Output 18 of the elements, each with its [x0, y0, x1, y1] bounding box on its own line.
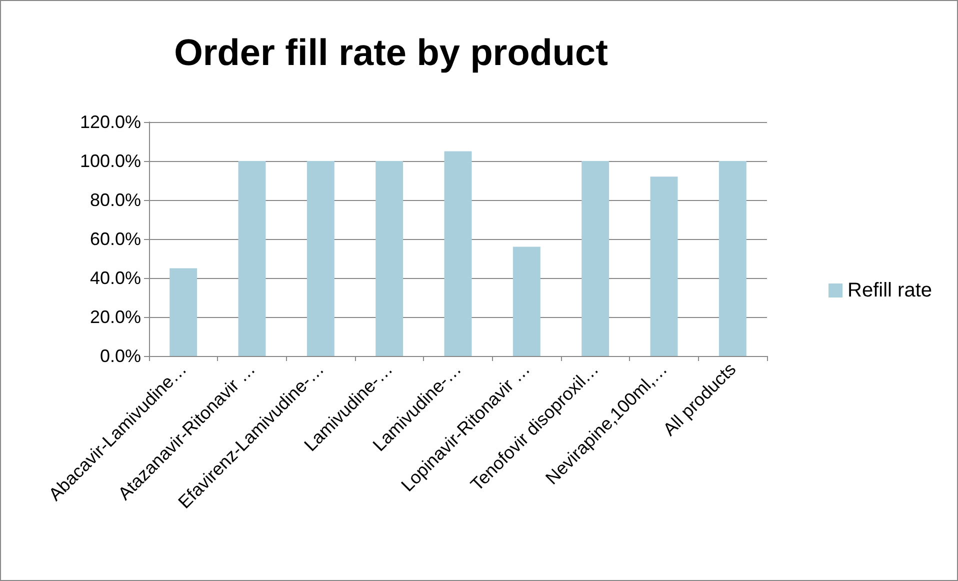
y-tick-label: 60.0% — [90, 229, 141, 249]
bar — [306, 161, 334, 356]
bar — [718, 161, 746, 356]
bar — [170, 268, 198, 356]
bar — [238, 161, 266, 356]
y-tick-label: 120.0% — [80, 112, 141, 132]
legend-label: Refill rate — [848, 280, 932, 302]
bar — [444, 151, 472, 356]
bar — [650, 176, 678, 356]
bar — [582, 161, 610, 356]
y-tick-label: 0.0% — [100, 346, 141, 366]
bar — [376, 161, 404, 356]
y-tick-label: 100.0% — [80, 151, 141, 171]
bar — [512, 246, 540, 356]
y-tick-label: 40.0% — [90, 268, 141, 288]
chart-title: Order fill rate by product — [174, 32, 608, 73]
y-tick-label: 20.0% — [90, 307, 141, 327]
y-tick-label: 80.0% — [90, 190, 141, 210]
